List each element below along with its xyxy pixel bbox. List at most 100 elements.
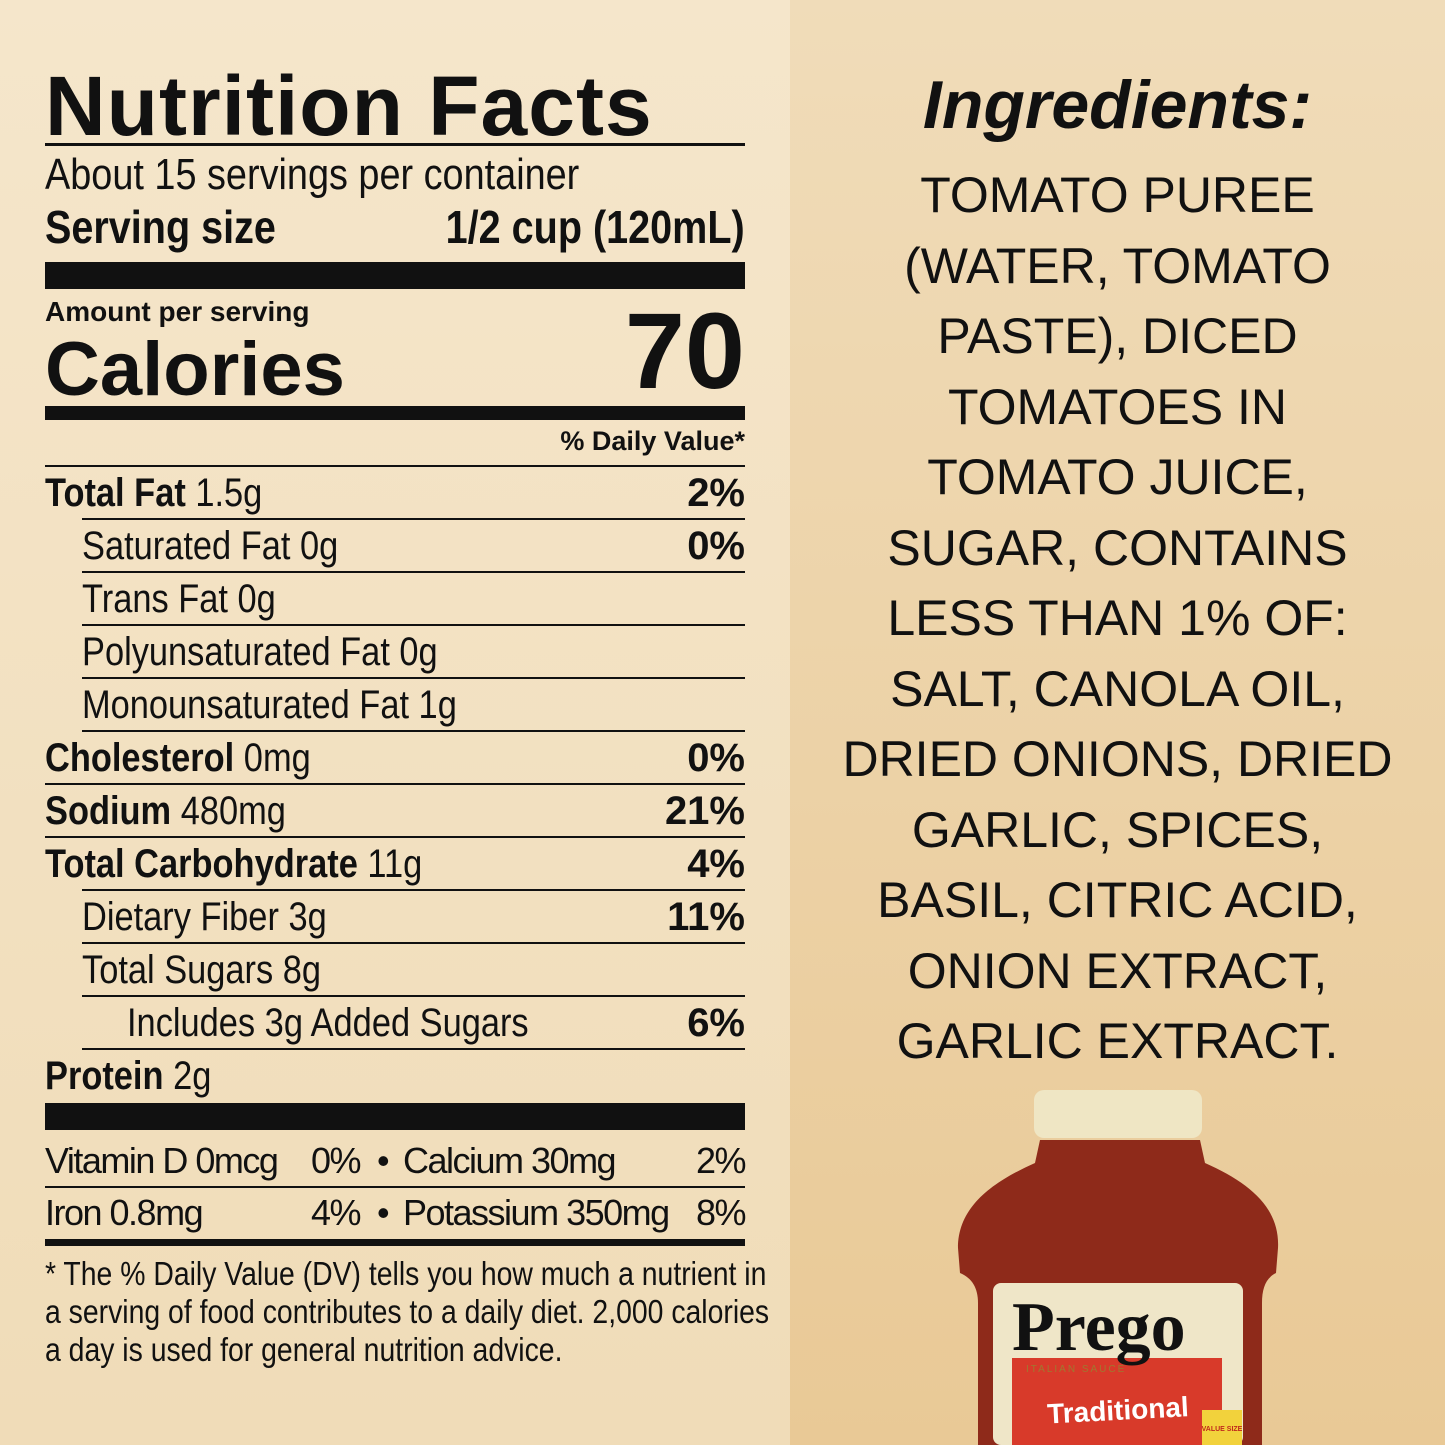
nutrient-row: Saturated Fat 0g 0% (45, 520, 745, 573)
nutrient-name: Protein (45, 1054, 164, 1098)
brand-subtitle: ITALIAN SAUCE (1026, 1364, 1126, 1375)
footnote-line: a day is used for general nutrition advi… (45, 1331, 563, 1368)
nutrient-row: Sodium 480mg 21% (45, 785, 745, 838)
vitamin-row: Iron 0.8mg 4% • Potassium 350mg 8% (45, 1188, 747, 1238)
nutrient-name: Polyunsaturated Fat 0g (82, 630, 438, 674)
serving-size-label: Serving size (45, 201, 276, 253)
vitamin-b: Calcium 30mg (403, 1140, 617, 1181)
ingredient-line: BASIL, CITRIC ACID, (877, 872, 1358, 928)
vitamin-b-dv: 2% (695, 1140, 747, 1181)
value-size-badge (1202, 1410, 1242, 1445)
ingredient-line: TOMATO PUREE (920, 167, 1315, 223)
divider (45, 783, 745, 785)
divider (45, 836, 745, 838)
medium-divider (45, 406, 745, 420)
ingredient-line: SUGAR, CONTAINS (887, 519, 1348, 576)
amount-per-serving: Amount per serving (45, 296, 310, 327)
ingredient-line: TOMATOES IN (948, 378, 1287, 435)
nutrient-row: Total Carbohydrate 11g 4% (45, 838, 745, 891)
nutrient-row: Cholesterol 0mg 0% (45, 732, 745, 785)
nutrient-amount: 2g (173, 1054, 212, 1098)
nutrient-row: Monounsaturated Fat 1g (45, 679, 745, 732)
prego-jar-image: Prego ITALIAN SAUCE Traditional VALUE SI… (958, 1090, 1279, 1445)
nutrient-dv: 4% (687, 842, 745, 886)
bullet: • (377, 1192, 390, 1233)
divider (82, 677, 745, 679)
divider (82, 624, 745, 626)
ingredient-line: PASTE), DICED (937, 308, 1298, 364)
calories-label: Calories (45, 327, 345, 412)
divider (82, 571, 745, 573)
thick-divider (45, 1103, 745, 1130)
nutrient-name: Cholesterol (45, 736, 235, 780)
ingredient-line: (WATER, TOMATO (904, 237, 1331, 294)
nutrition-title: Nutrition Facts (45, 59, 653, 153)
thick-divider (45, 262, 745, 289)
footnote-line: a serving of food contributes to a daily… (45, 1293, 770, 1330)
nutrient-row: Dietary Fiber 3g 11% (45, 891, 745, 944)
ingredient-line: GARLIC, SPICES, (911, 801, 1324, 858)
ingredient-line: GARLIC EXTRACT. (896, 1013, 1339, 1069)
nutrient-name: Includes 3g Added Sugars (127, 1001, 529, 1045)
label-red-band (1012, 1358, 1222, 1445)
ingredients-list: TOMATO PUREE (WATER, TOMATO PASTE), DICED T… (790, 160, 1445, 1077)
jar-cap (1034, 1090, 1202, 1138)
calories-value: 70 (624, 290, 745, 411)
nutrient-row: Total Sugars 8g (45, 944, 745, 997)
nutrient-row: Total Fat 1.5g 2% (45, 467, 745, 520)
divider (82, 889, 745, 891)
nutrient-name: Total Fat (45, 471, 186, 515)
divider (82, 995, 745, 997)
nutrient-dv: 6% (687, 1001, 745, 1045)
nutrient-row: Includes 3g Added Sugars 6% (45, 997, 745, 1050)
serving-size-value: 1/2 cup (120mL) (445, 201, 745, 253)
divider (45, 465, 745, 467)
ingredient-line: SALT, CANOLA OIL, (890, 660, 1345, 717)
badge-text: VALUE SIZE (1202, 1426, 1243, 1433)
divider (82, 518, 745, 520)
nutrient-amount: 480mg (180, 789, 286, 833)
bullet: • (377, 1140, 390, 1181)
nutrient-dv: 0% (687, 736, 745, 780)
nutrient-name: Total Carbohydrate (45, 842, 358, 886)
divider (82, 1048, 745, 1050)
nutrient-name: Sodium (45, 789, 172, 833)
ingredient-line: DRIED ONIONS, DRIED (842, 731, 1393, 787)
vitamin-row: Vitamin D 0mcg 0% • Calcium 30mg 2% (45, 1136, 747, 1186)
daily-value-header: % Daily Value* (560, 426, 745, 456)
nutrient-dv: 2% (687, 471, 745, 515)
servings-per-container: About 15 servings per container (45, 150, 580, 199)
footnote-line: * The % Daily Value (DV) tells you how m… (45, 1255, 767, 1292)
nutrient-row: Protein 2g (45, 1050, 745, 1103)
medium-divider (45, 1239, 745, 1246)
nutrient-dv: 11% (667, 895, 745, 939)
divider (45, 143, 745, 146)
vitamin-b-dv: 8% (695, 1192, 747, 1233)
nutrient-amount: 1.5g (195, 471, 263, 515)
ingredient-line: ONION EXTRACT, (907, 942, 1328, 999)
nutrient-name: Saturated Fat 0g (82, 524, 339, 568)
vitamin-a-dv: 0% (310, 1140, 362, 1181)
ingredient-line: TOMATO JUICE, (927, 449, 1308, 505)
nutrition-panel (0, 0, 790, 1445)
nutrient-row: Polyunsaturated Fat 0g (45, 626, 745, 679)
nutrient-dv: 21% (664, 789, 745, 833)
ingredient-line: LESS THAN 1% OF: (887, 590, 1348, 646)
ingredients-title: Ingredients: (922, 67, 1313, 143)
divider (45, 1186, 745, 1188)
vitamin-a: Vitamin D 0mcg (45, 1140, 279, 1181)
divider (82, 942, 745, 944)
variety-label: Traditional (1046, 1391, 1189, 1429)
nutrient-row: Trans Fat 0g (45, 573, 745, 626)
vitamin-b: Potassium 350mg (403, 1192, 670, 1233)
nutrient-name: Dietary Fiber 3g (82, 895, 327, 939)
nutrient-amount: 11g (367, 842, 423, 886)
vitamin-a: Iron 0.8mg (45, 1192, 204, 1233)
nutrient-amount: 0mg (243, 736, 311, 780)
nutrient-name: Total Sugars 8g (82, 948, 322, 992)
nutrient-name: Trans Fat 0g (82, 577, 276, 621)
divider (82, 730, 745, 732)
vitamin-a-dv: 4% (310, 1192, 362, 1233)
nutrient-dv: 0% (687, 524, 745, 568)
nutrient-name: Monounsaturated Fat 1g (82, 683, 457, 727)
